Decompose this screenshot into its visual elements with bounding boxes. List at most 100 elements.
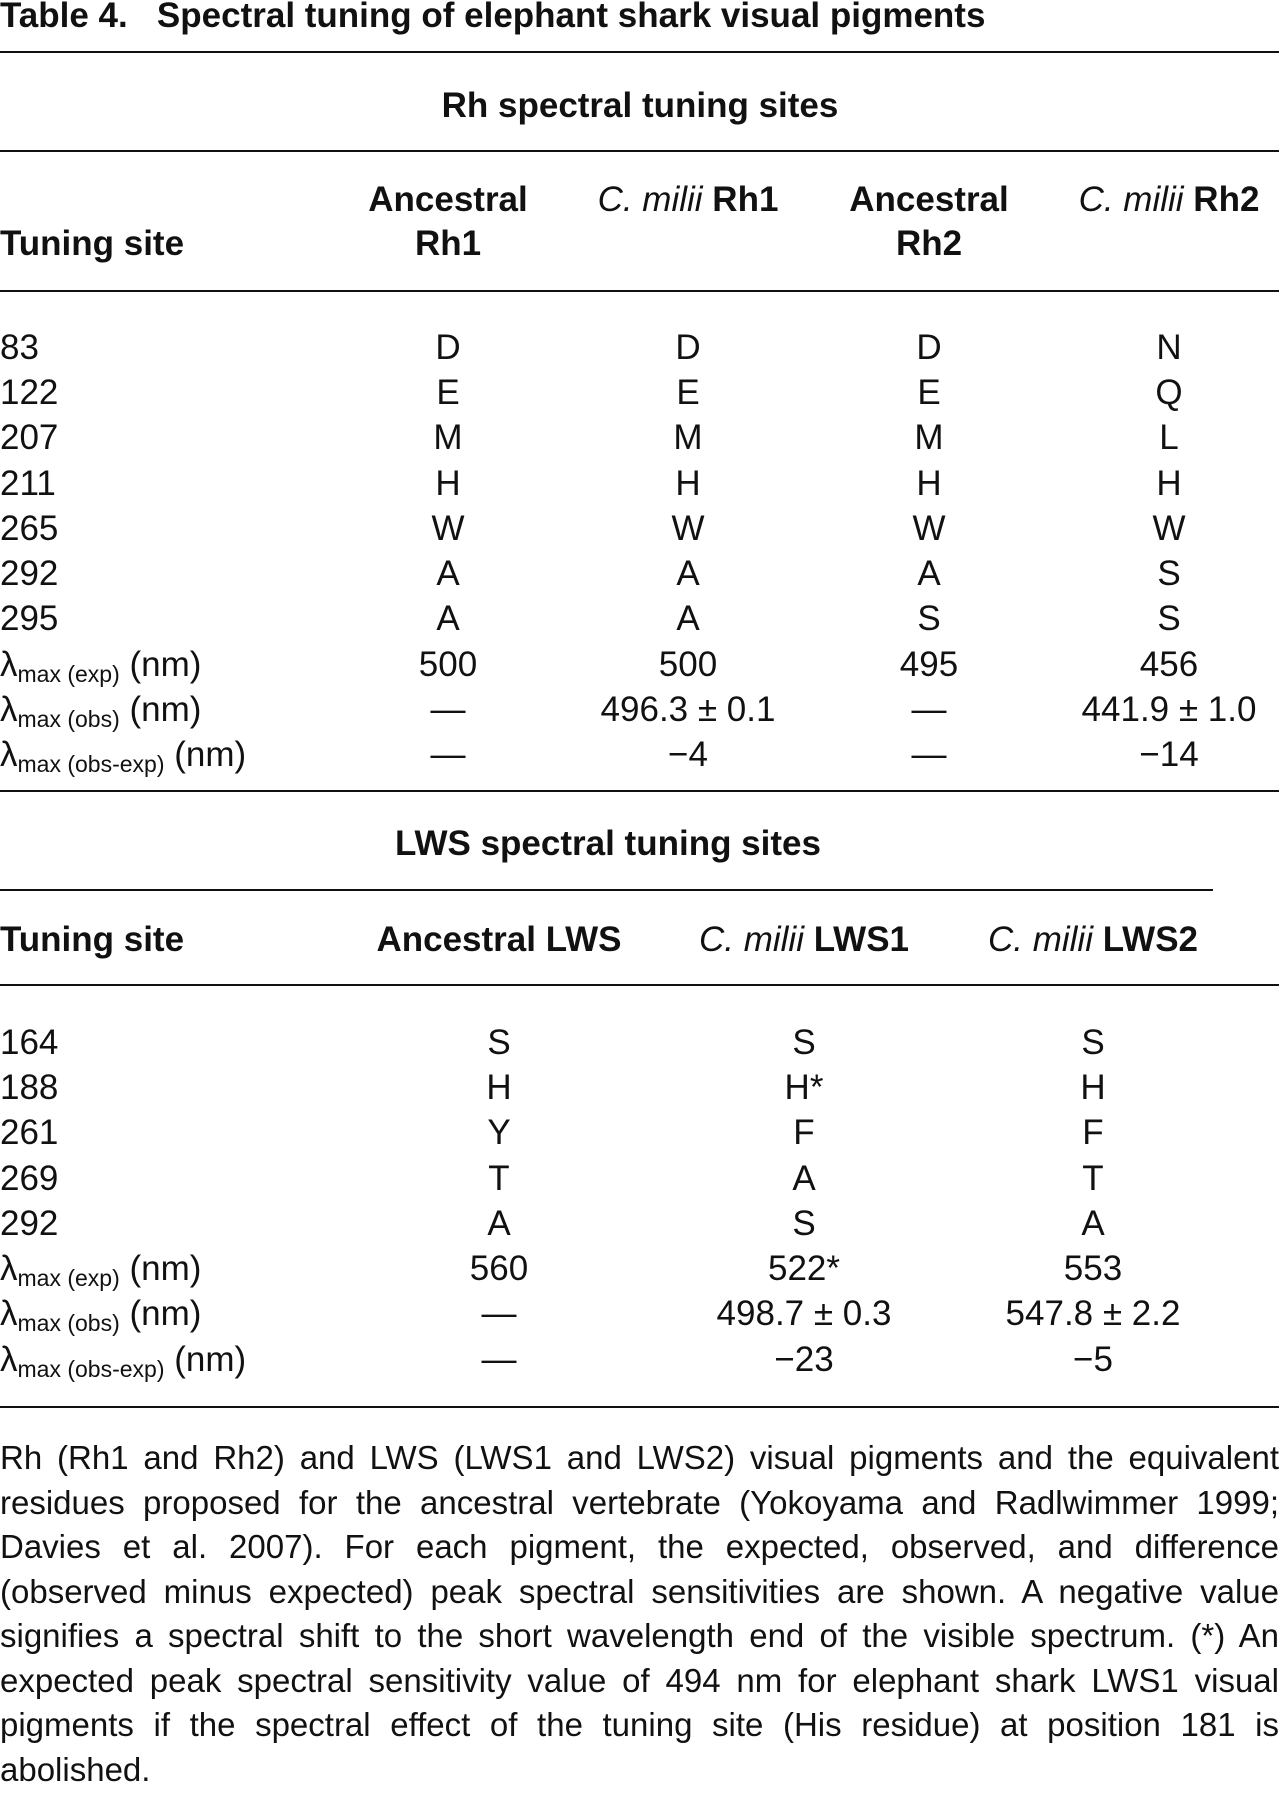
column-header-text: Rh1 (712, 180, 779, 219)
rule (0, 984, 1279, 986)
cell: T (1082, 1158, 1104, 1198)
cell: H* (784, 1068, 824, 1108)
cell: S (792, 1023, 816, 1062)
subscript: max (obs) (17, 1310, 120, 1337)
column-header: Ancestral Rh1 (353, 178, 543, 266)
cell: A (917, 554, 941, 594)
cell: Q (1155, 373, 1183, 413)
lambda: λ (0, 1339, 18, 1379)
row-label: λmax (obs) (nm) (0, 688, 201, 732)
cell: S (1157, 554, 1181, 594)
column-header-text: Ancestral LWS (376, 920, 622, 959)
cell: 496.3 ± 0.1 (600, 689, 776, 729)
cell: −4 (668, 735, 708, 775)
cell: A (436, 599, 460, 639)
cell: S (487, 1023, 511, 1062)
section-title: LWS spectral tuning sites (395, 824, 821, 863)
cell: 522* (767, 1249, 841, 1289)
cell: H (1156, 463, 1182, 503)
cell: — (911, 735, 947, 775)
cell: H (486, 1068, 512, 1108)
column-header-species: C. milii (597, 180, 703, 219)
unit: (nm) (129, 1294, 202, 1334)
row-label: 292 (0, 1203, 59, 1243)
cell: 495 (899, 644, 959, 684)
row-label: 269 (0, 1158, 59, 1198)
cell: 547.8 ± 2.2 (1005, 1294, 1181, 1334)
cell: F (793, 1113, 815, 1153)
cell: L (1159, 418, 1179, 458)
cell: E (676, 373, 700, 413)
row-label: 295 (0, 599, 59, 639)
row-label: λmax (exp) (nm) (0, 643, 201, 687)
cell: W (912, 508, 946, 548)
lambda: λ (0, 1249, 18, 1289)
unit: (nm) (129, 644, 202, 684)
row-label: λmax (obs-exp) (nm) (0, 1338, 246, 1382)
column-header: C. milii LWS1 (699, 918, 909, 962)
table-title: Table 4. Spectral tuning of elephant sha… (0, 0, 985, 38)
lambda: λ (0, 1294, 18, 1334)
row-label: 261 (0, 1113, 59, 1153)
cell: 441.9 ± 1.0 (1081, 689, 1257, 729)
subscript: max (obs-exp) (17, 1355, 165, 1382)
rule (0, 51, 1279, 53)
cell: −5 (1073, 1339, 1113, 1379)
cell: — (430, 735, 466, 775)
column-header-species: C. milii (1078, 180, 1184, 219)
subscript: max (obs) (17, 705, 120, 732)
cell: — (481, 1339, 517, 1379)
row-label: λmax (exp) (nm) (0, 1247, 201, 1291)
cell: D (916, 328, 942, 367)
cell: S (917, 599, 941, 639)
column-header-text: LWS1 (813, 920, 910, 959)
rule (0, 889, 1213, 891)
cell: S (1157, 599, 1181, 639)
row-label: 207 (0, 418, 59, 458)
lambda: λ (0, 689, 18, 729)
subscript: max (obs-exp) (17, 751, 165, 778)
lambda: λ (0, 644, 18, 684)
cell: 560 (469, 1249, 529, 1289)
row-label: 265 (0, 508, 59, 548)
unit: (nm) (129, 689, 202, 729)
column-header-text: Ancestral Rh2 (849, 180, 1009, 263)
cell: S (792, 1203, 816, 1243)
unit: (nm) (129, 1249, 202, 1289)
cell: A (676, 554, 700, 594)
column-header-species: C. milii (987, 920, 1093, 959)
unit: (nm) (174, 1339, 247, 1379)
cell: N (1156, 328, 1182, 367)
table-title-text: Spectral tuning of elephant shark visual… (156, 0, 986, 35)
cell: E (917, 373, 941, 413)
row-label: λmax (obs-exp) (nm) (0, 733, 246, 777)
cell: W (431, 508, 465, 548)
cell: — (430, 689, 466, 729)
cell: W (671, 508, 705, 548)
rule (0, 150, 1279, 152)
cell: E (436, 373, 460, 413)
cell: 553 (1063, 1249, 1123, 1289)
cell: 500 (658, 644, 718, 684)
cell: H (435, 463, 461, 503)
cell: A (436, 554, 460, 594)
cell: T (488, 1158, 510, 1198)
column-header: C. milii Rh1 (593, 178, 783, 222)
rule (0, 1406, 1279, 1408)
cell: H (675, 463, 701, 503)
column-header-text: Ancestral Rh1 (368, 180, 528, 263)
column-header: C. milii Rh2 (1074, 178, 1264, 222)
cell: F (1082, 1113, 1104, 1153)
cell: 456 (1139, 644, 1199, 684)
column-header: C. milii LWS2 (988, 918, 1198, 962)
row-label: 292 (0, 554, 59, 594)
column-header-species: C. milii (698, 920, 804, 959)
cell: 500 (418, 644, 478, 684)
column-header: Tuning site (0, 920, 185, 959)
row-label: λmax (obs) (nm) (0, 1292, 201, 1336)
lambda: λ (0, 735, 18, 775)
cell: A (676, 599, 700, 639)
unit: (nm) (174, 735, 247, 775)
row-label: 83 (0, 328, 39, 367)
cell: −14 (1139, 735, 1199, 775)
